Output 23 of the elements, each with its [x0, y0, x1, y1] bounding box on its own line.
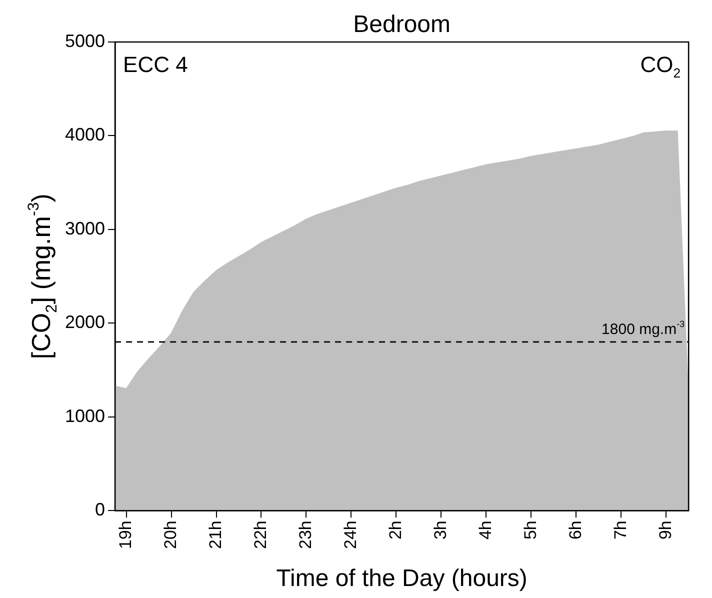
x-axis-title: Time of the Day (hours) [276, 565, 528, 592]
y-tick-label: 2000 [64, 312, 106, 332]
x-tick-label: 7h [610, 520, 630, 540]
y-tick-label: 4000 [64, 124, 106, 145]
y-axis-title: [CO2] (mg.m-3) [25, 194, 60, 360]
x-tick-label: 4h [476, 520, 495, 540]
x-tick-label: 21h [206, 520, 225, 550]
y-tick-label: 1000 [64, 406, 106, 426]
x-tick-label: 2h [386, 520, 405, 540]
y-tick-label: 5000 [64, 30, 106, 51]
x-tick-label: 19h [116, 520, 135, 550]
x-tick-label: 20h [160, 520, 180, 550]
chart-title: Bedroom [353, 11, 451, 38]
x-tick-label: 24h [340, 520, 360, 550]
y-tick-label: 3000 [64, 218, 106, 238]
x-tick-label: 9h [656, 520, 675, 540]
x-tick-label: 6h [566, 520, 585, 540]
y-tick-label: 0 [95, 500, 106, 520]
x-tick-label: 5h [520, 520, 540, 540]
x-tick-label: 3h [430, 520, 450, 540]
annotation: ECC 4 [123, 52, 188, 77]
x-tick-label: 22h [250, 520, 270, 550]
x-tick-label: 23h [296, 520, 315, 550]
